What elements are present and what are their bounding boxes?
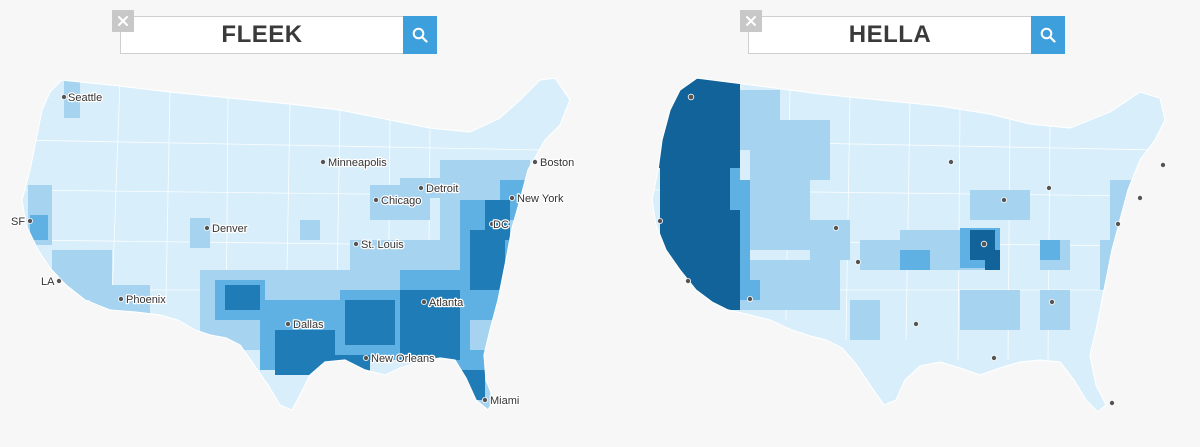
svg-text:Minneapolis: Minneapolis xyxy=(328,157,387,169)
left-map-panel: Seattle Minneapolis Boston Detroit New Y… xyxy=(0,0,600,447)
search-icon xyxy=(1040,27,1056,43)
city-dc: DC xyxy=(488,218,510,232)
city-seattle: Seattle xyxy=(61,91,104,105)
svg-text:Phoenix: Phoenix xyxy=(126,294,166,306)
svg-text:Boston: Boston xyxy=(540,157,574,169)
city-phoenix: Phoenix xyxy=(118,293,168,307)
city-new-york: New York xyxy=(508,192,565,206)
city-denver: Denver xyxy=(203,222,249,236)
city-st-louis: St. Louis xyxy=(352,238,406,252)
svg-text:New York: New York xyxy=(517,193,564,205)
svg-text:DC: DC xyxy=(493,219,509,231)
svg-text:Denver: Denver xyxy=(212,223,248,235)
search-input[interactable]: HELLA xyxy=(748,16,1031,54)
right-map-panel: HELLA xyxy=(600,0,1200,447)
svg-text:Atlanta: Atlanta xyxy=(429,297,464,309)
clear-search-button[interactable] xyxy=(112,10,134,32)
city-miami: Miami xyxy=(481,394,521,408)
svg-text:Dallas: Dallas xyxy=(293,319,324,331)
city-minneapolis: Minneapolis xyxy=(319,156,388,170)
close-icon xyxy=(746,16,756,26)
clear-search-button[interactable] xyxy=(740,10,762,32)
svg-text:SF: SF xyxy=(11,216,25,228)
city-chicago: Chicago xyxy=(372,194,423,208)
city-la: LA xyxy=(40,275,63,289)
svg-text:Chicago: Chicago xyxy=(381,195,421,207)
search-button[interactable] xyxy=(1031,16,1065,54)
city-dallas: Dallas xyxy=(284,318,325,332)
search-button[interactable] xyxy=(403,16,437,54)
svg-text:Seattle: Seattle xyxy=(68,92,102,104)
svg-text:LA: LA xyxy=(41,276,55,288)
city-new-orleans: New Orleans xyxy=(362,352,436,366)
hella-map[interactable] xyxy=(600,0,1200,447)
city-atlanta: Atlanta xyxy=(420,296,465,310)
city-sf: SF xyxy=(10,215,33,229)
search-bar: HELLA xyxy=(748,16,1065,54)
close-icon xyxy=(118,16,128,26)
hella-usage-regions xyxy=(652,78,1161,361)
svg-text:New Orleans: New Orleans xyxy=(371,353,435,365)
city-dots xyxy=(657,93,1167,406)
city-detroit: Detroit xyxy=(417,182,460,196)
search-bar: FLEEK xyxy=(120,16,437,54)
city-boston: Boston xyxy=(532,156,576,170)
svg-text:Miami: Miami xyxy=(490,395,519,407)
search-input[interactable]: FLEEK xyxy=(120,16,403,54)
svg-text:Detroit: Detroit xyxy=(426,183,458,195)
fleek-map[interactable]: Seattle Minneapolis Boston Detroit New Y… xyxy=(0,0,600,447)
search-icon xyxy=(412,27,428,43)
svg-text:St. Louis: St. Louis xyxy=(361,239,404,251)
